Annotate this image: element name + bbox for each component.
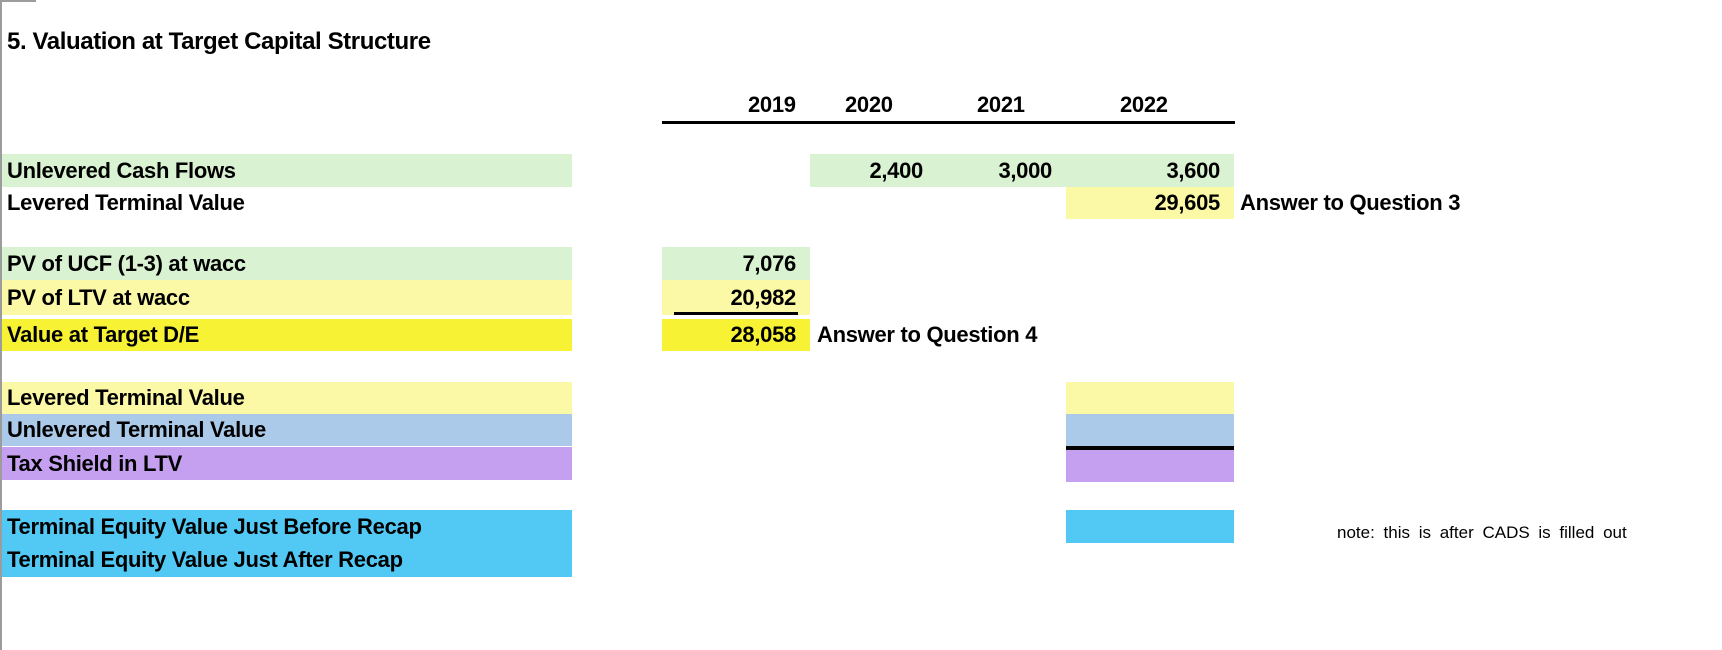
pv-of-ltv-value[interactable]: 20,982 bbox=[730, 284, 797, 310]
row-label-unlevered-terminal-value[interactable]: Unlevered Terminal Value bbox=[2, 414, 572, 446]
answer-to-question-4: Answer to Question 4 bbox=[817, 322, 1038, 347]
sum-underline bbox=[674, 312, 798, 315]
value-at-target-de-value[interactable]: 28,058 bbox=[730, 322, 797, 347]
row-label-levered-terminal-value-2[interactable]: Levered Terminal Value bbox=[2, 382, 572, 414]
cads-note: note: this is after CADS is filled out bbox=[1337, 523, 1627, 542]
year-header-underline bbox=[662, 121, 1235, 124]
thick-bottom-border bbox=[1066, 446, 1234, 450]
levered-terminal-value-blank-cell[interactable] bbox=[1066, 382, 1234, 414]
value-at-target-de-cell[interactable] bbox=[662, 319, 810, 351]
year-header-2022[interactable]: 2022 bbox=[1120, 92, 1168, 117]
row-label-teq-after-recap[interactable]: Terminal Equity Value Just After Recap bbox=[7, 547, 403, 572]
section-title: 5. Valuation at Target Capital Structure bbox=[7, 28, 431, 55]
ucf-value-2022[interactable]: 3,600 bbox=[1166, 157, 1220, 183]
pv-of-ltv-cell[interactable] bbox=[662, 280, 810, 315]
unlevered-terminal-value-blank-cell[interactable] bbox=[1066, 414, 1234, 446]
terminal-equity-label-block[interactable]: Terminal Equity Value Just Before Recap … bbox=[2, 510, 572, 577]
year-header-2021[interactable]: 2021 bbox=[977, 92, 1025, 117]
levered-terminal-value-2022[interactable]: 29,605 bbox=[1154, 190, 1221, 215]
row-label-tax-shield-in-ltv[interactable]: Tax Shield in LTV bbox=[2, 447, 572, 480]
row-label-unlevered-cash-flows[interactable]: Unlevered Cash Flows bbox=[2, 154, 572, 187]
year-header-2019[interactable]: 2019 bbox=[748, 92, 796, 117]
pv-of-ucf-value[interactable]: 7,076 bbox=[742, 250, 796, 276]
row-label-value-at-target-de[interactable]: Value at Target D/E bbox=[2, 319, 572, 351]
top-gridline-stub bbox=[0, 0, 36, 2]
answer-to-question-3: Answer to Question 3 bbox=[1240, 190, 1461, 215]
row-label-pv-of-ltv[interactable]: PV of LTV at wacc bbox=[2, 280, 572, 315]
row-label-teq-before-recap[interactable]: Terminal Equity Value Just Before Recap bbox=[7, 514, 422, 539]
tax-shield-blank-cell[interactable] bbox=[1066, 450, 1234, 482]
terminal-equity-before-recap-cell[interactable] bbox=[1066, 510, 1234, 543]
ucf-value-2020[interactable]: 2,400 bbox=[869, 157, 923, 183]
row-label-levered-terminal-value[interactable]: Levered Terminal Value bbox=[7, 190, 245, 215]
levered-terminal-value-2022-cell[interactable] bbox=[1066, 187, 1234, 219]
left-column-gridline bbox=[0, 0, 2, 650]
year-header-2020[interactable]: 2020 bbox=[845, 92, 893, 117]
ucf-value-2021[interactable]: 3,000 bbox=[998, 157, 1052, 183]
row-label-pv-of-ucf[interactable]: PV of UCF (1-3) at wacc bbox=[2, 247, 572, 280]
pv-of-ucf-cell[interactable] bbox=[662, 247, 810, 280]
unlevered-cash-flows-value-band[interactable] bbox=[810, 154, 1234, 187]
